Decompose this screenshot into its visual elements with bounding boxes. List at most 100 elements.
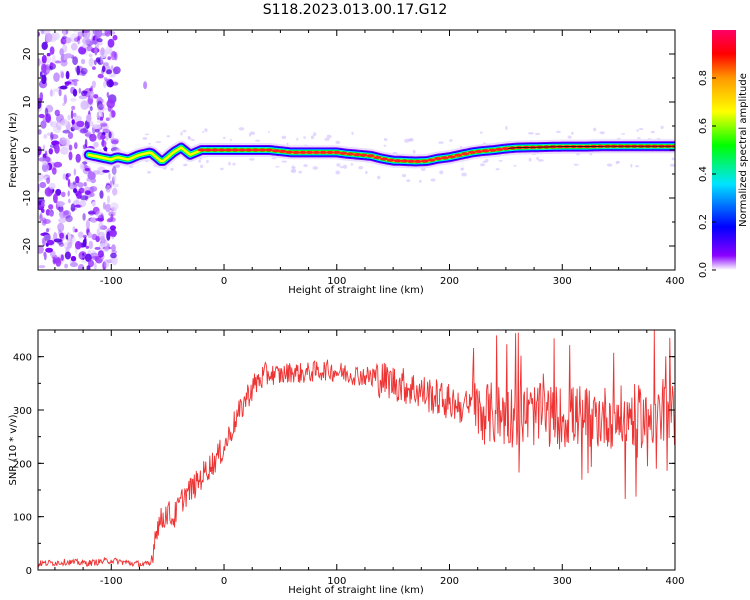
noise-blob [50, 131, 54, 141]
spectrogram-ytick-label: 20 [22, 48, 33, 61]
trace-peak [271, 149, 280, 153]
noise-blob [102, 128, 110, 133]
noise-blob [88, 240, 94, 250]
trace-peak [305, 150, 314, 154]
noise-blob [106, 79, 114, 88]
trace-peak [217, 148, 226, 152]
scatter-blob [406, 179, 411, 183]
scatter-blob [170, 167, 174, 171]
trace-peak [427, 158, 436, 162]
trace-peak [251, 148, 260, 152]
noise-blob [60, 254, 64, 261]
noise-blob [110, 138, 120, 144]
noise-blob [65, 234, 69, 240]
snr-plot-area [38, 330, 675, 568]
scatter-blob [505, 125, 508, 130]
scatter-blob [286, 142, 289, 146]
noise-blob [59, 70, 65, 79]
noise-blob [97, 214, 104, 223]
scatter-blob [155, 141, 162, 144]
snr-axes-frame [37, 329, 676, 571]
snr-xtick-label: 200 [440, 576, 459, 587]
noise-blob [45, 113, 52, 124]
noise-blob [54, 144, 60, 154]
spectrogram-xtick-label: 100 [327, 276, 346, 287]
scatter-blob [271, 157, 277, 160]
noise-blob [76, 190, 82, 199]
noise-blob [60, 118, 69, 127]
scatter-blob [142, 137, 148, 140]
noise-blob [94, 46, 98, 56]
trace-peak [447, 155, 456, 159]
scatter-blob [275, 166, 280, 168]
snr-ylabel: SNR (10 * v/v) [8, 414, 19, 485]
noise-blob [50, 62, 54, 67]
noise-blob [38, 31, 41, 37]
noise-blob [42, 144, 46, 152]
noise-blob [97, 103, 105, 114]
noise-blob [53, 161, 63, 168]
noise-blob [103, 80, 107, 88]
trace-peak [441, 156, 449, 160]
scatter-blob [528, 157, 532, 162]
noise-blob [105, 184, 111, 193]
spectrogram-plot-area [38, 30, 675, 270]
scatter-blob [660, 125, 664, 129]
trace-peak [501, 147, 510, 151]
trace-peak [366, 154, 375, 158]
noise-blob [78, 46, 87, 55]
noise-blob [63, 94, 67, 105]
noise-blob [62, 102, 66, 107]
noise-blob [46, 52, 51, 57]
noise-blob [106, 69, 113, 75]
scatter-blob [383, 138, 388, 141]
noise-blob [86, 265, 91, 270]
scatter-blob [249, 157, 255, 161]
noise-blob [111, 244, 116, 252]
noise-blob [91, 256, 98, 260]
noise-blob [81, 58, 86, 65]
noise-blob [93, 262, 97, 270]
noise-blob [72, 30, 80, 33]
snr-xtick-label: 100 [327, 576, 346, 587]
noise-blob [99, 116, 104, 121]
noise-blob [80, 128, 89, 134]
trace-peak [319, 150, 328, 154]
noise-blob [75, 176, 80, 184]
noise-blob [101, 65, 106, 73]
noise-blob [106, 218, 112, 223]
noise-blob [49, 211, 54, 217]
noise-blob [92, 123, 101, 130]
noise-blob [44, 232, 51, 242]
scatter-blob [180, 131, 183, 136]
scatter-blob [191, 138, 195, 142]
noise-blob [41, 74, 47, 85]
noise-blob [100, 47, 105, 56]
noise-blob [111, 65, 114, 71]
noise-blob [73, 200, 80, 205]
noise-blob [45, 247, 53, 253]
noise-blob [70, 43, 78, 51]
trace-peak [346, 152, 355, 156]
noise-blob [38, 113, 45, 119]
noise-blob [82, 30, 90, 34]
scatter-blob [534, 132, 541, 136]
noise-blob [52, 54, 56, 65]
noise-blob [104, 107, 108, 111]
scatter-blob [290, 169, 296, 174]
noise-blob [48, 148, 53, 155]
noise-blob [100, 122, 108, 127]
noise-blob [70, 262, 78, 268]
scatter-blob [292, 165, 295, 170]
noise-blob [60, 59, 68, 67]
noise-blob [85, 219, 90, 230]
noise-blob [48, 182, 56, 190]
scatter-blob [536, 156, 539, 161]
snr-xlabel: Height of straight line (km) [288, 585, 424, 596]
trace-peak [292, 150, 301, 154]
noise-blob [112, 187, 118, 196]
scatter-blob [232, 162, 236, 166]
noise-blob [78, 255, 85, 259]
noise-blob [41, 54, 47, 64]
